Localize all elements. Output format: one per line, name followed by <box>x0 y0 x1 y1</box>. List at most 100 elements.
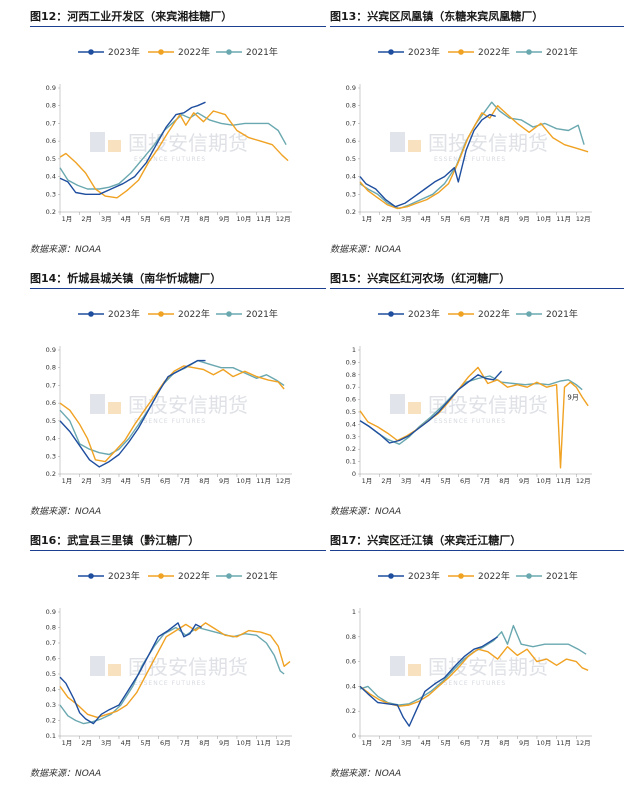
y-tick-label: 0.2 <box>46 208 56 216</box>
legend-marker-2023 <box>388 573 394 579</box>
x-tick-label: 12月 <box>276 739 291 747</box>
x-axis: 1月 2月 3月 4月 5月 6月 7月 8月 9月 10月 11月 12月 <box>59 473 292 485</box>
series-line-2023 <box>59 622 202 725</box>
y-axis: 0 0.1 0.2 0.3 0.4 0.5 0.6 0.7 0.8 0.9 1 <box>346 346 361 478</box>
legend-marker-2021 <box>226 311 232 317</box>
legend-label: 2022年 <box>178 46 210 58</box>
series-line-2022 <box>359 104 589 210</box>
legend-marker-2021 <box>226 49 232 55</box>
x-tick-label: 11月 <box>556 215 571 223</box>
legend-marker-2021 <box>226 573 232 579</box>
x-tick-label: 5月 <box>440 477 451 485</box>
chart-title: 图17：兴宾区迁江镇（来宾迁江糖厂） <box>330 534 522 547</box>
title-rule <box>330 288 624 289</box>
x-tick-label: 10月 <box>537 477 552 485</box>
x-tick-label: 8月 <box>199 739 210 747</box>
legend-label: 2021年 <box>546 308 578 320</box>
x-tick-label: 3月 <box>401 739 412 747</box>
y-tick-label: 0.5 <box>46 417 56 425</box>
x-tick-label: 9月 <box>519 477 530 485</box>
y-tick-label: 0.8 <box>346 371 356 379</box>
x-tick-label: 4月 <box>421 215 432 223</box>
x-axis: 1月 2月 3月 4月 5月 6月 7月 8月 9月 10月 11月 12月 <box>59 211 292 223</box>
x-tick-label: 4月 <box>421 477 432 485</box>
chart-title: 图13：兴宾区凤凰镇（东糖来宾凤凰糖厂） <box>330 10 544 23</box>
watermark-subtext: ESSENCE FUTURES <box>434 680 506 687</box>
x-tick-label: 8月 <box>499 739 510 747</box>
watermark-logo-block <box>408 402 421 414</box>
x-tick-label: 2月 <box>381 215 392 223</box>
y-tick-label: 0.7 <box>46 119 56 127</box>
watermark-logo-block <box>108 140 121 152</box>
series-line-2021 <box>59 359 285 456</box>
y-tick-label: 0.4 <box>46 686 56 694</box>
x-tick-label: 2月 <box>381 739 392 747</box>
legend: 2023年 2022年 2021年 <box>78 46 278 58</box>
legend-label: 2021年 <box>546 570 578 582</box>
legend-label: 2023年 <box>108 46 140 58</box>
y-tick-label: 0.4 <box>346 420 356 428</box>
x-tick-label: 6月 <box>160 739 171 747</box>
x-tick-label: 5月 <box>140 215 151 223</box>
legend-label: 2022年 <box>178 570 210 582</box>
watermark-text: 国投安信期货 <box>128 131 248 155</box>
x-tick-label: 11月 <box>556 477 571 485</box>
x-tick-label: 6月 <box>160 215 171 223</box>
y-tick-label: 0.4 <box>46 173 56 181</box>
watermark-logo-block <box>408 664 421 676</box>
x-tick-label: 2月 <box>381 477 392 485</box>
legend-marker-2022 <box>158 573 164 579</box>
legend-label: 2023年 <box>408 570 440 582</box>
x-tick-label: 1月 <box>362 215 373 223</box>
y-tick-label: 0.3 <box>46 452 56 460</box>
y-tick-label: 0 <box>352 732 356 740</box>
y-tick-label: 0.6 <box>346 658 356 666</box>
legend-marker-2023 <box>88 311 94 317</box>
series-line-2023 <box>359 113 496 208</box>
y-axis: 0.1 0.2 0.3 0.4 0.5 0.6 0.7 0.8 0.9 <box>46 608 61 740</box>
x-axis: 1月 2月 3月 4月 5月 6月 7月 8月 9月 10月 11月 12月 <box>359 211 592 223</box>
y-tick-label: 0.9 <box>46 608 56 616</box>
legend-label: 2022年 <box>478 570 510 582</box>
watermark-logo-block <box>108 402 121 414</box>
watermark-logo-block <box>390 132 405 152</box>
y-tick-label: 1 <box>352 608 356 616</box>
x-tick-label: 10月 <box>237 215 252 223</box>
y-tick-label: 0.2 <box>46 470 56 478</box>
x-tick-label: 7月 <box>480 215 491 223</box>
watermark-subtext: ESSENCE FUTURES <box>434 156 506 163</box>
x-tick-label: 3月 <box>401 215 412 223</box>
x-tick-label: 3月 <box>101 477 112 485</box>
y-tick-label: 0.5 <box>46 670 56 678</box>
chart-title: 图16：武宣县三里镇（黔江糖厂） <box>30 534 200 547</box>
legend-marker-2023 <box>88 49 94 55</box>
x-tick-label: 4月 <box>121 215 132 223</box>
x-tick-label: 4月 <box>121 477 132 485</box>
legend-label: 2023年 <box>408 308 440 320</box>
x-tick-label: 3月 <box>401 477 412 485</box>
watermark-text: 国投安信期货 <box>128 655 248 679</box>
y-tick-label: 0.7 <box>46 639 56 647</box>
title-rule <box>30 550 326 551</box>
x-tick-label: 6月 <box>160 477 171 485</box>
x-tick-label: 6月 <box>460 215 471 223</box>
x-tick-label: 5月 <box>140 477 151 485</box>
y-tick-label: 0.4 <box>346 173 356 181</box>
y-tick-label: 0.4 <box>346 682 356 690</box>
y-tick-label: 0.7 <box>346 383 356 391</box>
y-tick-label: 0.5 <box>46 155 56 163</box>
y-axis: 0.2 0.3 0.4 0.5 0.6 0.7 0.8 0.9 <box>46 346 61 478</box>
data-source: 数据来源：NOAA <box>30 507 102 517</box>
watermark-logo-block <box>408 140 421 152</box>
x-tick-label: 8月 <box>499 215 510 223</box>
y-tick-label: 0.6 <box>346 137 356 145</box>
title-rule <box>30 26 326 27</box>
x-tick-label: 8月 <box>499 477 510 485</box>
watermark-logo-block <box>390 394 405 414</box>
y-tick-label: 0.3 <box>346 433 356 441</box>
x-tick-label: 12月 <box>576 739 591 747</box>
